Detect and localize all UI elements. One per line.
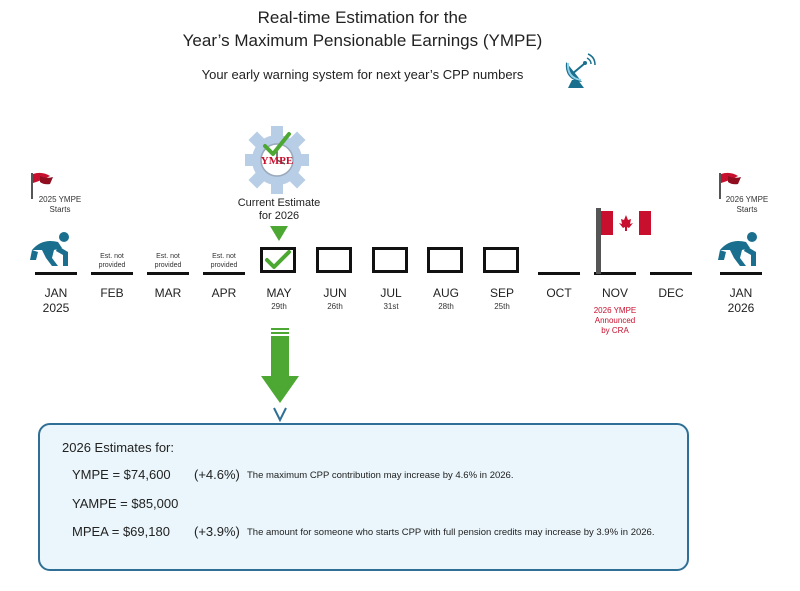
red-flag-icon <box>31 172 53 199</box>
day-note-sep: 25th <box>494 302 510 311</box>
month-label-jul: JUL <box>380 286 402 300</box>
month-label-sep: SEP <box>489 286 514 300</box>
month-label-aug: AUG <box>432 286 459 300</box>
end-flag-line2: Starts <box>736 205 758 214</box>
ympe-description: The maximum CPP contribution may increas… <box>247 470 514 481</box>
mpea-percent: (+3.9%) <box>194 524 240 539</box>
month-label-oct: OCT <box>546 286 572 300</box>
month-label-apr: APR <box>211 286 237 300</box>
sep-box <box>483 247 519 273</box>
jul-box <box>372 247 408 273</box>
month-label-jan-2025: JAN 2025 <box>42 286 70 315</box>
baseline-oct <box>538 272 580 275</box>
title-line-2: Year’s Maximum Pensionable Earnings (YMP… <box>182 31 543 50</box>
mpea-description: The amount for someone who starts CPP wi… <box>247 527 655 538</box>
title-line-1: Real-time Estimation for the <box>257 8 468 27</box>
apr-not-provided: Est. not provided <box>210 253 238 269</box>
month-label-dec: DEC <box>658 286 684 300</box>
estimates-panel <box>38 423 689 571</box>
down-arrow-icon <box>261 328 299 423</box>
gear-label: YMPE <box>261 155 293 167</box>
baseline-jan-2025 <box>35 272 77 275</box>
day-note-jun: 26th <box>327 302 343 311</box>
month-label-mar: MAR <box>154 286 182 300</box>
gear-clock-icon: YMPE <box>245 126 309 194</box>
mpea-estimate: MPEA = $69,180 <box>72 524 170 539</box>
baseline-feb <box>91 272 133 275</box>
baseline-mar <box>147 272 189 275</box>
ympe-percent: (+4.6%) <box>194 467 240 482</box>
checkmark-icon <box>265 250 291 269</box>
estimates-heading: 2026 Estimates for: <box>62 440 174 455</box>
month-label-may: MAY <box>266 286 292 300</box>
baseline-nov <box>594 272 636 275</box>
yampe-estimate: YAMPE = $85,000 <box>72 496 179 511</box>
month-label-feb: FEB <box>100 286 124 300</box>
baseline-dec <box>650 272 692 275</box>
start-flag-line2: Starts <box>49 205 71 214</box>
start-flag-line1: 2025 YMPE <box>38 195 82 204</box>
jun-box <box>316 247 352 273</box>
day-note-aug: 28th <box>438 302 454 311</box>
feb-not-provided: Est. not provided <box>98 253 126 269</box>
canada-flag-icon <box>596 208 651 274</box>
baseline-apr <box>203 272 245 275</box>
current-estimate-label: Current Estimate for 2026 <box>237 197 321 222</box>
satellite-dish-icon <box>565 53 596 88</box>
day-note-jul: 31st <box>383 302 399 311</box>
month-label-jan-2026: JAN 2026 <box>727 286 755 315</box>
subtitle: Your early warning system for next year’… <box>201 67 524 82</box>
day-note-may: 29th <box>271 302 287 311</box>
small-down-arrow-icon <box>270 226 288 241</box>
ympe-estimate: YMPE = $74,600 <box>72 467 171 482</box>
end-flag-line1: 2026 YMPE <box>725 195 769 204</box>
month-label-nov: NOV <box>601 286 628 300</box>
aug-box <box>427 247 463 273</box>
red-flag-icon-end <box>719 172 741 199</box>
runner-icon-end <box>718 232 757 266</box>
month-label-jun: JUN <box>323 286 347 300</box>
runner-icon <box>30 232 69 266</box>
mar-not-provided: Est. not provided <box>154 253 182 269</box>
baseline-jan-2026 <box>720 272 762 275</box>
nov-announcement-note: 2026 YMPE Announced by CRA <box>593 306 637 335</box>
